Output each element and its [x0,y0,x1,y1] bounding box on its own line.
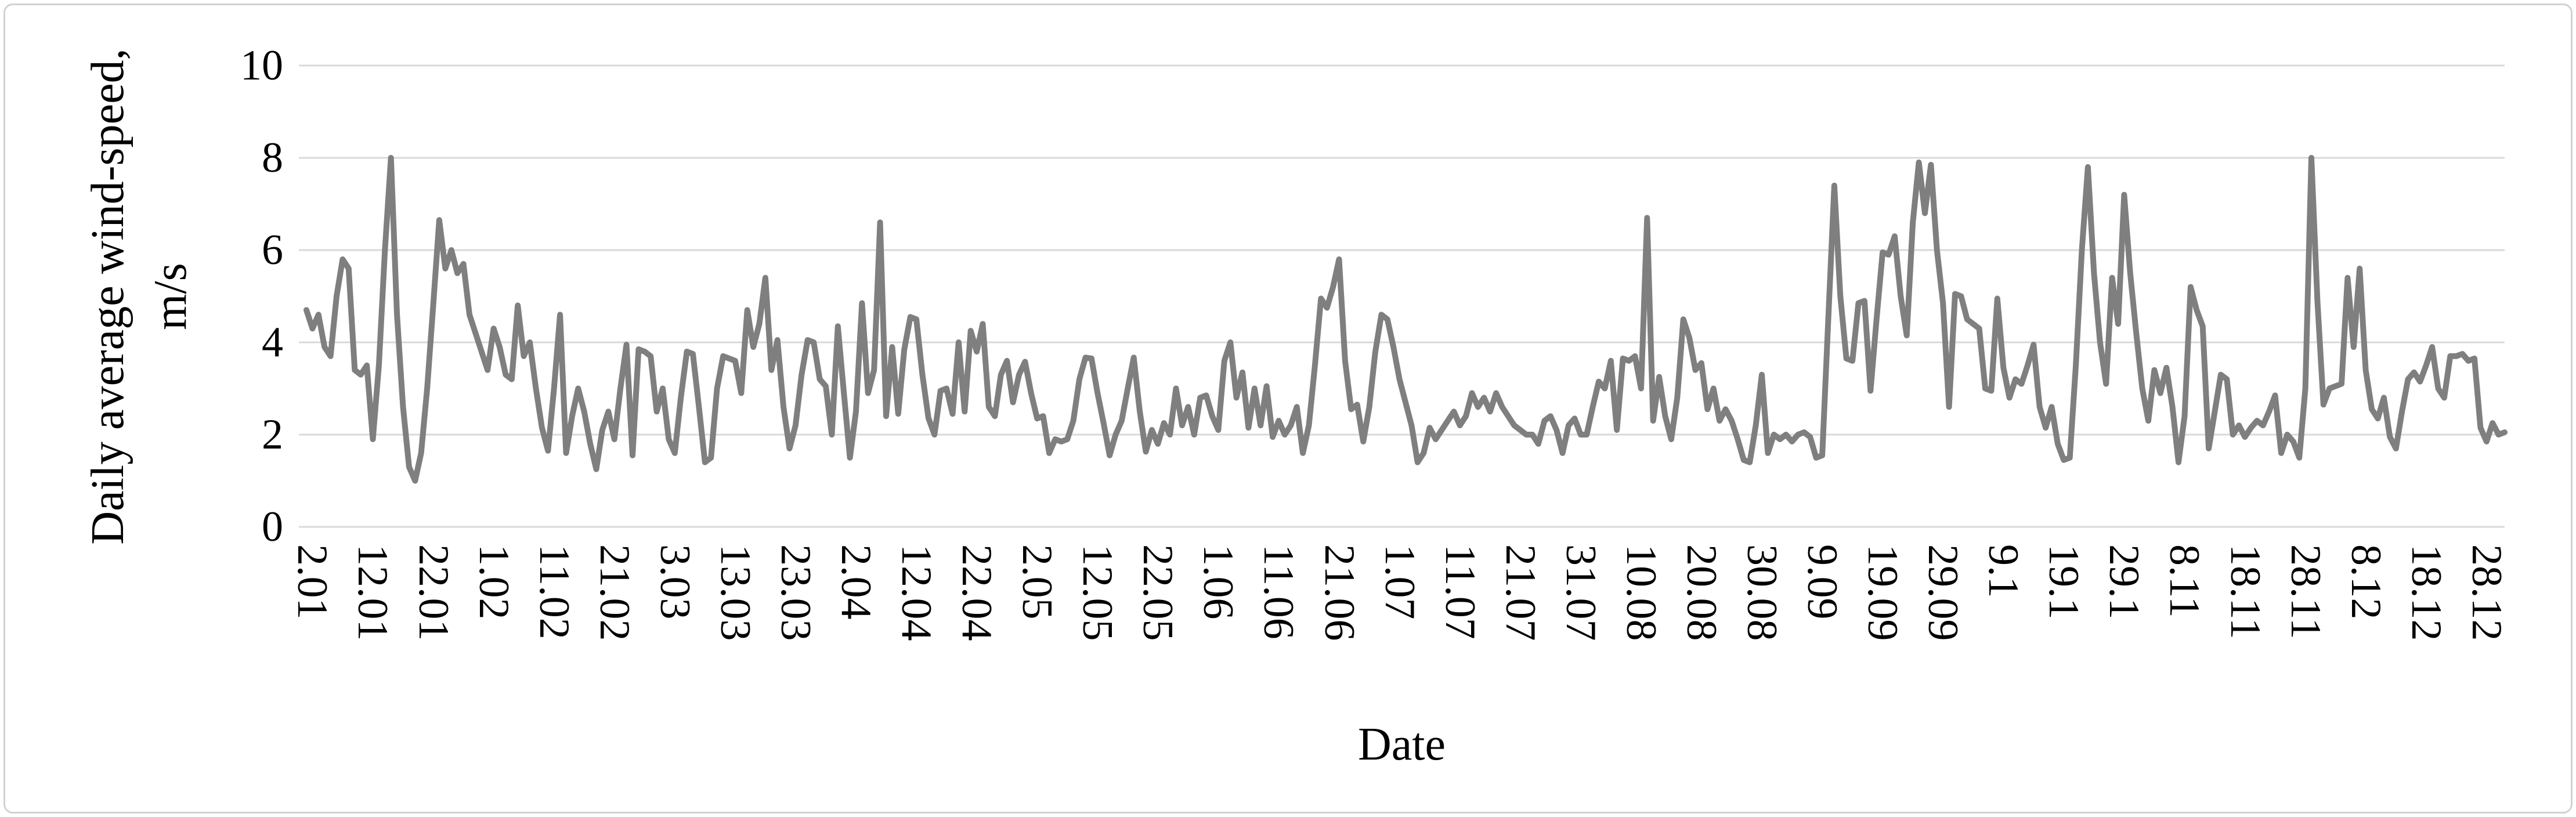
x-tick-label-9.09: 9.09 [1798,544,1847,620]
x-tick-label-13.03: 13.03 [711,544,759,641]
y-tick-label-6: 6 [262,226,283,274]
x-tick-label-1.06: 1.06 [1194,544,1242,620]
x-tick-label-9.1: 9.1 [1979,544,2028,598]
x-tick-label-2.05: 2.05 [1013,544,1061,620]
x-tick-label-2.04: 2.04 [832,544,880,620]
x-tick-label-22.04: 22.04 [953,544,1001,641]
x-tick-label-31.07: 31.07 [1556,544,1605,641]
x-tick-label-10.08: 10.08 [1617,544,1665,641]
x-tick-label-20.08: 20.08 [1677,544,1725,641]
x-tick-label-21.02: 21.02 [590,544,638,641]
y-tick-label-8: 8 [262,134,283,182]
x-tick-label-28.12: 28.12 [2462,544,2510,641]
x-tick-label-11.06: 11.06 [1255,544,1303,639]
x-tick-label-29.09: 29.09 [1919,544,1967,641]
x-tick-label-28.11: 28.11 [2281,544,2329,639]
x-tick-label-3.03: 3.03 [651,544,699,620]
x-tick-label-22.05: 22.05 [1134,544,1182,641]
x-tick-label-11.07: 11.07 [1436,544,1484,639]
x-axis-title: Date [1357,719,1446,770]
x-tick-label-1.02: 1.02 [469,544,518,620]
x-tick-label-11.02: 11.02 [530,544,578,639]
x-tick-label-12.05: 12.05 [1074,544,1122,641]
x-tick-label-21.07: 21.07 [1496,544,1544,641]
x-tick-label-12.01: 12.01 [349,544,397,641]
x-tick-label-2.01: 2.01 [288,544,337,620]
y-tick-label-2: 2 [262,411,283,458]
x-tick-label-29.1: 29.1 [2100,544,2148,620]
wind-speed-line-series [304,155,2508,484]
y-axis-title: Daily average wind-speed, m/s [77,0,202,616]
y-axis-title-line1: Daily average wind-speed, [82,48,133,545]
x-tick-label-23.03: 23.03 [771,544,819,641]
x-tick-label-19.1: 19.1 [2040,544,2088,620]
x-tick-label-12.04: 12.04 [893,544,941,641]
y-tick-label-4: 4 [262,319,283,366]
x-tick-label-8.11: 8.11 [2160,544,2209,618]
x-tick-label-30.08: 30.08 [1737,544,1786,641]
y-tick-label-0: 0 [262,503,283,551]
x-tick-label-18.12: 18.12 [2402,544,2450,641]
x-tick-label-8.12: 8.12 [2342,544,2390,620]
x-tick-label-19.09: 19.09 [1859,544,1907,641]
x-tick-label-18.11: 18.11 [2221,544,2269,639]
x-tick-label-22.01: 22.01 [409,544,457,641]
x-tick-label-1.07: 1.07 [1375,544,1424,620]
x-tick-label-21.06: 21.06 [1315,544,1363,641]
y-axis-title-line2: m/s [145,262,196,330]
chart-border [3,3,2573,814]
gridlines [299,64,2505,528]
y-tick-label-10: 10 [240,42,283,89]
